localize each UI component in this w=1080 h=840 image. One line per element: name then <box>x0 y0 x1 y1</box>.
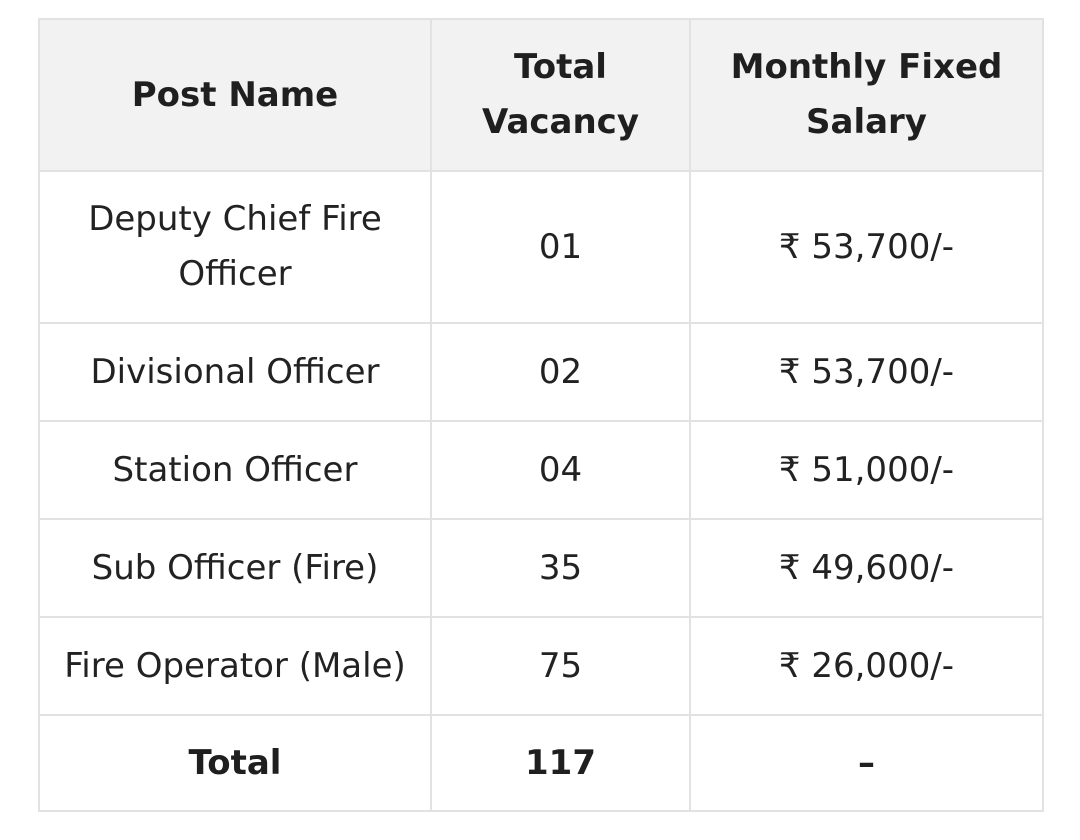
vacancy-cell: 04 <box>430 420 691 520</box>
table-body: Deputy Chief Fire Officer 01 ₹ 53,700/- … <box>38 170 1044 812</box>
salary-cell: ₹ 53,700/- <box>689 322 1044 422</box>
total-vacancy-cell: 117 <box>430 714 691 812</box>
salary-cell: ₹ 26,000/- <box>689 616 1044 716</box>
salary-cell: ₹ 49,600/- <box>689 518 1044 618</box>
table-header: Post Name Total Vacancy Monthly Fixed Sa… <box>38 18 1044 172</box>
header-total-vacancy: Total Vacancy <box>430 18 691 172</box>
header-row: Post Name Total Vacancy Monthly Fixed Sa… <box>38 18 1044 172</box>
table-row: Sub Officer (Fire) 35 ₹ 49,600/- <box>38 518 1044 618</box>
table-row: Fire Operator (Male) 75 ₹ 26,000/- <box>38 616 1044 716</box>
salary-cell: ₹ 53,700/- <box>689 170 1044 324</box>
table-row: Divisional Officer 02 ₹ 53,700/- <box>38 322 1044 422</box>
total-label-cell: Total <box>38 714 432 812</box>
post-name-cell: Fire Operator (Male) <box>38 616 432 716</box>
vacancy-cell: 02 <box>430 322 691 422</box>
vacancy-cell: 35 <box>430 518 691 618</box>
post-name-cell: Deputy Chief Fire Officer <box>38 170 432 324</box>
post-name-cell: Station Officer <box>38 420 432 520</box>
total-row: Total 117 – <box>38 714 1044 812</box>
header-monthly-fixed-salary: Monthly Fixed Salary <box>689 18 1044 172</box>
vacancy-table: Post Name Total Vacancy Monthly Fixed Sa… <box>38 18 1044 812</box>
post-name-cell: Divisional Officer <box>38 322 432 422</box>
header-post-name: Post Name <box>38 18 432 172</box>
vacancy-cell: 75 <box>430 616 691 716</box>
table-row: Station Officer 04 ₹ 51,000/- <box>38 420 1044 520</box>
total-salary-cell: – <box>689 714 1044 812</box>
post-name-cell: Sub Officer (Fire) <box>38 518 432 618</box>
table-row: Deputy Chief Fire Officer 01 ₹ 53,700/- <box>38 170 1044 324</box>
salary-cell: ₹ 51,000/- <box>689 420 1044 520</box>
vacancy-cell: 01 <box>430 170 691 324</box>
